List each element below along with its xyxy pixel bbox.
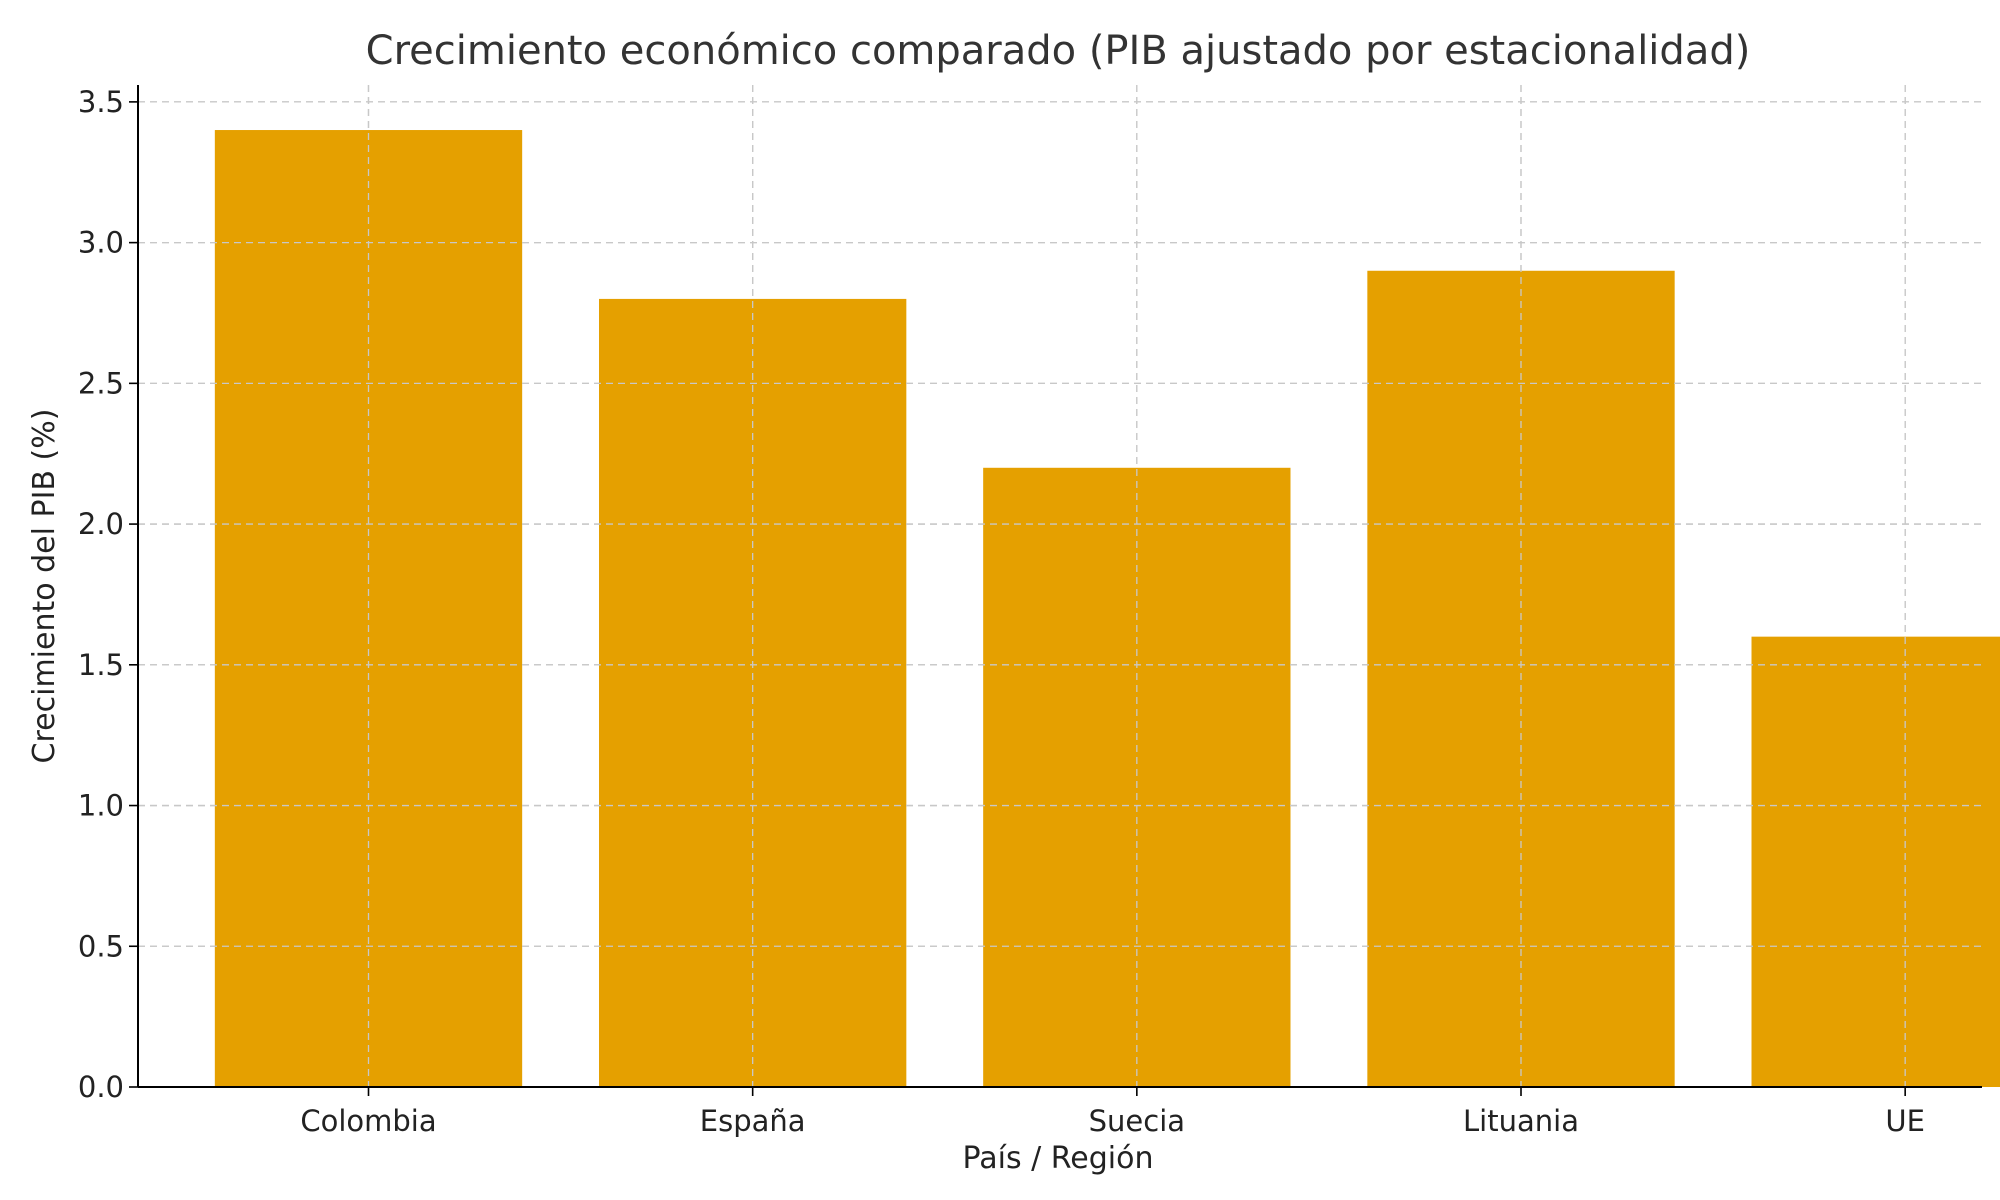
y-tick-label: 3.0 — [78, 226, 124, 260]
y-tick-label: 1.0 — [78, 789, 124, 823]
x-tick-label: Colombia — [300, 1104, 436, 1138]
y-tick-label: 3.5 — [78, 85, 124, 119]
y-tick-label: 1.5 — [78, 648, 124, 682]
y-tick-label: 2.0 — [78, 507, 124, 541]
bar-ue — [1751, 636, 2000, 1087]
x-tick-label: UE — [1885, 1104, 1925, 1138]
bar-suecia — [983, 467, 1291, 1088]
y-tick-label: 0.5 — [78, 929, 124, 963]
chart-title: Crecimiento económico comparado (PIB aju… — [366, 28, 1751, 74]
x-axis-label: País / Región — [963, 1141, 1154, 1176]
axes-layer: 0.0 0.5 1.0 1.5 2.0 2.5 3.0 3.5 Colombia España Su… — [78, 85, 1982, 1138]
bar-españa — [599, 298, 907, 1087]
x-tick-label: Lituania — [1463, 1104, 1579, 1138]
bars-layer — [138, 85, 2000, 1088]
y-tick-label: 2.5 — [78, 366, 124, 400]
x-tick-label: Suecia — [1089, 1104, 1185, 1138]
x-tick-label: España — [700, 1104, 806, 1138]
y-tick-label: 0.0 — [78, 1070, 124, 1104]
y-axis-label: Crecimiento del PIB (%) — [27, 409, 62, 764]
